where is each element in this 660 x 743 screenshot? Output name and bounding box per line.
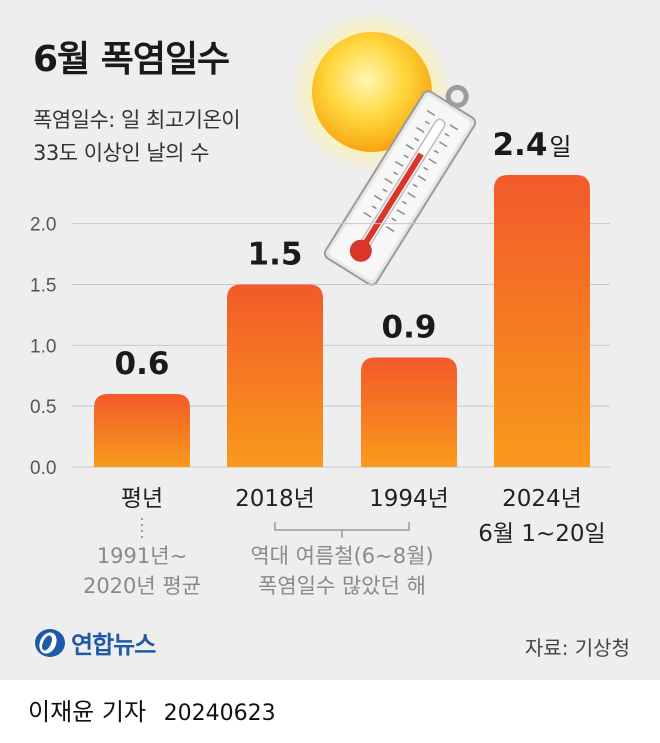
value-unit: 일 xyxy=(549,133,571,161)
bar xyxy=(494,175,590,467)
x-tick-label: 평년 xyxy=(121,486,163,512)
x-tick-label: 2024년 xyxy=(502,486,582,512)
data-label: 2.4일 xyxy=(492,127,571,163)
chart-title: 6월 폭염일수 xyxy=(33,39,230,80)
publish-date: 20240623 xyxy=(163,701,276,726)
thermometer-icon xyxy=(323,84,477,286)
chart-subtitle: 폭염일수: 일 최고기온이 33도 이상인 날의 수 xyxy=(33,104,241,170)
annotation-text: 2020년 평균 xyxy=(83,574,201,598)
byline: 이재윤 기자 20240623 xyxy=(28,692,286,727)
y-tick-label: 0.0 xyxy=(30,458,56,479)
brand-logo: 연합뉴스 xyxy=(33,625,156,660)
y-tick-label: 2.0 xyxy=(30,215,56,236)
annotation-text: 폭염일수 많았던 해 xyxy=(258,574,426,598)
annotation-bracket xyxy=(274,522,410,538)
x-tick-sublabel: 6월 1~20일 xyxy=(478,521,605,547)
brand-name: 연합뉴스 xyxy=(71,631,156,659)
y-tick-label: 1.5 xyxy=(30,276,56,297)
x-tick-label: 1994년 xyxy=(369,486,449,512)
subtitle-line: 33도 이상인 날의 수 xyxy=(33,141,210,165)
bar xyxy=(361,357,457,467)
author: 이재윤 기자 xyxy=(28,698,147,726)
subtitle-line: 폭염일수: 일 최고기온이 xyxy=(33,108,241,132)
bar-chart: 0.0 0.5 1.0 1.5 2.0 0.6 평년 1.5 2018년 0.9 1994년 2.4… xyxy=(30,10,610,598)
x-tick-label: 2018년 xyxy=(235,486,315,512)
y-tick-label: 1.0 xyxy=(30,336,56,357)
annotation-text: 1991년~ xyxy=(97,544,187,568)
source-note: 자료: 기상청 xyxy=(524,636,630,660)
annotation-text: 역대 여름철(6~8월) xyxy=(250,544,433,568)
y-tick-label: 0.5 xyxy=(30,397,56,418)
yonhap-logo-icon xyxy=(35,628,65,657)
data-label: 0.9 xyxy=(382,310,437,346)
bar xyxy=(227,284,323,467)
data-label: 0.6 xyxy=(115,346,170,382)
bar xyxy=(94,394,190,467)
data-label: 1.5 xyxy=(248,237,303,273)
